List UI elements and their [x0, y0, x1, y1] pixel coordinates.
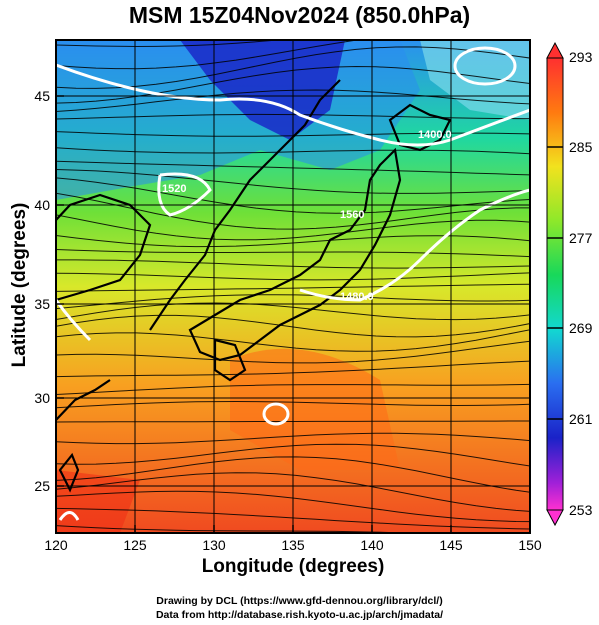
x-tick-labels: 120 125 130 135 140 145 150 — [44, 537, 542, 553]
streamline — [56, 314, 530, 338]
contour-label: 1560 — [340, 209, 364, 221]
southern-coast — [56, 379, 111, 421]
streamline — [56, 400, 530, 409]
streamline — [56, 46, 530, 89]
streamline — [56, 329, 530, 352]
contour-1520 — [157, 172, 212, 217]
streamline — [56, 490, 530, 523]
streamline — [56, 294, 530, 310]
colorbar-bottom-arrow — [546, 509, 564, 527]
streamline — [56, 177, 530, 214]
y-tick-label: 30 — [34, 390, 50, 406]
x-axis-ticks — [55, 525, 531, 533]
x-tick-label: 140 — [360, 537, 384, 553]
streamline — [56, 340, 530, 364]
colorbar-top-arrow — [546, 41, 564, 59]
streamline — [56, 383, 530, 395]
y-tick-label: 40 — [34, 197, 50, 213]
colorbar-tick-label: 277 — [569, 230, 593, 246]
contour-1480 — [299, 188, 530, 302]
colorbar-scale — [546, 57, 564, 511]
x-tick-label: 125 — [123, 537, 147, 553]
colorbar-tick-label: 253 — [569, 502, 593, 518]
streamline — [56, 456, 530, 493]
colorbar: 293 285 277 269 261 253 — [546, 41, 593, 527]
x-tick-label: 130 — [202, 537, 226, 553]
grid-lines — [56, 40, 530, 533]
x-tick-label: 145 — [439, 537, 463, 553]
y-tick-label: 35 — [34, 296, 50, 312]
streamline — [56, 302, 530, 321]
streamline — [56, 507, 530, 530]
streamline — [56, 89, 530, 112]
japan-hokkaido — [388, 103, 452, 152]
coastlines — [56, 79, 452, 493]
contour-low — [262, 402, 290, 426]
streamline — [56, 525, 419, 533]
contour-southwest — [58, 511, 80, 521]
contour-high — [453, 46, 517, 86]
streamline — [56, 249, 530, 258]
streamline — [56, 40, 283, 48]
y-tick-labels: 25 30 35 40 45 — [34, 88, 50, 494]
credit-drawing: Drawing by DCL (https://www.gfd-dennou.o… — [156, 595, 443, 607]
x-axis-title: Longitude (degrees) — [201, 556, 385, 577]
contour-label: 1480.0 — [340, 291, 374, 303]
y-tick-label: 25 — [34, 478, 50, 494]
streamline — [56, 147, 530, 155]
warm-core — [230, 348, 400, 470]
japan-honshu — [188, 147, 402, 362]
x-tick-label: 120 — [44, 537, 68, 553]
streamline — [56, 360, 530, 378]
streamline — [56, 169, 530, 194]
y-axis-title: Latitude (degrees) — [9, 202, 30, 368]
colorbar-tick-label: 261 — [569, 411, 593, 427]
streamline — [56, 131, 530, 137]
streamline — [56, 192, 530, 230]
streamline — [56, 214, 530, 241]
streamline — [56, 40, 361, 70]
contour-label: 1520 — [162, 183, 186, 195]
plot-area: 1520 1400.0 1480.0 1560 — [56, 40, 530, 533]
x-tick-label: 135 — [281, 537, 305, 553]
japan-kyushu — [213, 338, 247, 382]
colorbar-tick-label: 285 — [569, 139, 593, 155]
credit-data: Data from http://database.rish.kyoto-u.a… — [155, 609, 444, 621]
northeast-cool-region — [420, 40, 530, 120]
streamline — [56, 420, 530, 423]
colorbar-tick-label: 269 — [569, 320, 593, 336]
korea-coast — [149, 79, 341, 331]
contour-label: 1400.0 — [418, 129, 452, 141]
chart-title: MSM 15Z04Nov2024 (850.0hPa) — [128, 2, 471, 28]
streamline — [56, 432, 530, 445]
taiwan — [58, 452, 80, 493]
streamline — [56, 472, 530, 512]
streamline — [56, 272, 530, 281]
streamline — [56, 235, 530, 248]
y-axis-ticks — [56, 95, 64, 487]
streamline — [56, 113, 530, 120]
streamline — [56, 283, 530, 292]
streamlines — [56, 40, 530, 533]
streamline — [56, 160, 530, 176]
y-tick-label: 45 — [34, 88, 50, 104]
china-coast — [56, 193, 152, 302]
streamline — [56, 443, 530, 467]
colorbar-tick-label: 293 — [569, 49, 593, 65]
x-tick-label: 150 — [518, 537, 542, 553]
